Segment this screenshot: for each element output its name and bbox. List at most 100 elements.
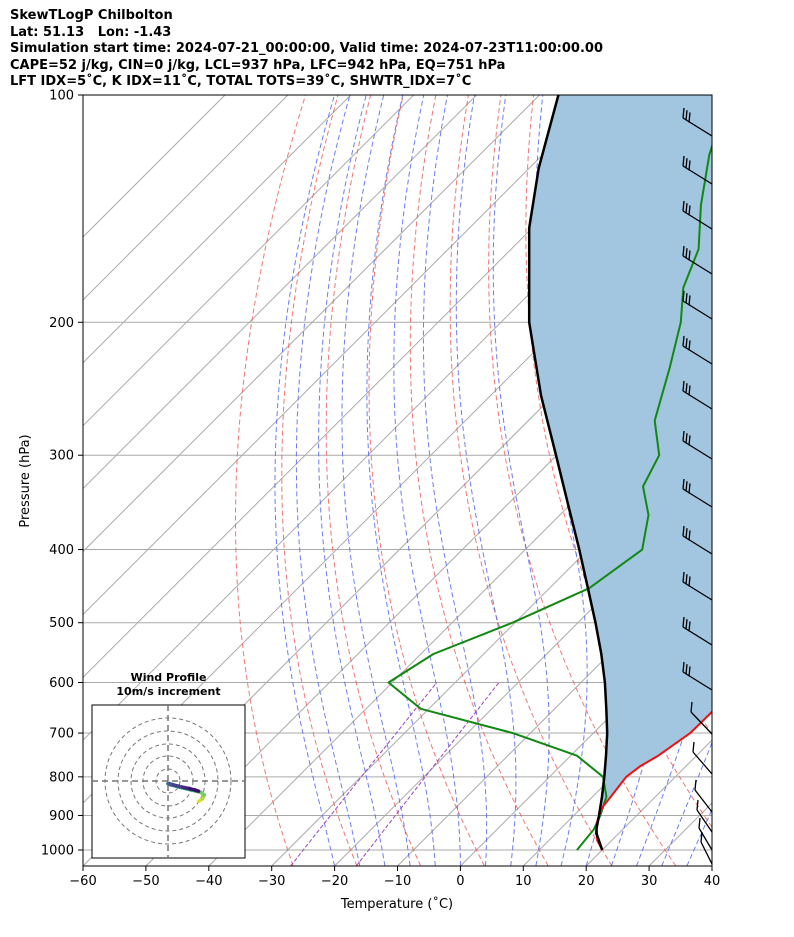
x-tick-label: 30: [641, 874, 658, 889]
wind-barb-flag: [685, 664, 688, 675]
moist-adiabat: [422, 95, 488, 866]
wind-barb-flag: [685, 574, 688, 585]
y-axis-ticks: 100 200 300 400 500 600 700 800 900 1000: [41, 89, 83, 859]
wind-barb-flag: [692, 741, 695, 753]
moist-adiabat: [455, 95, 517, 866]
moist-adiabat: [610, 95, 684, 866]
wind-barb-flag: [682, 478, 685, 490]
wind-barb-flag: [682, 525, 685, 537]
y-tick-label: 500: [49, 616, 74, 631]
wind-barb: [694, 789, 713, 813]
dry-adiabat: [409, 95, 549, 866]
wind-barb-flag: [688, 483, 691, 494]
x-tick-label: −30: [258, 874, 285, 889]
temperature-line: [595, 710, 712, 851]
wind-barb-flag: [685, 248, 688, 259]
isotherm-gridline: [83, 95, 415, 427]
x-tick-label: −20: [321, 874, 348, 889]
wind-barb-flag: [688, 340, 691, 351]
wind-barb-flag: [688, 160, 691, 171]
wind-barb: [690, 711, 713, 735]
isotherm-gridline: [83, 95, 477, 490]
wind-barb-flag: [685, 293, 688, 304]
wind-barb: [682, 300, 713, 320]
wind-barb-flag: [682, 380, 685, 392]
profile-lines: [387, 95, 712, 851]
isotherm-gridline: [83, 95, 289, 301]
wind-barb-flag: [688, 250, 691, 261]
moist-adiabat: [686, 808, 712, 866]
isotherm-gridline: [145, 299, 712, 866]
x-tick-label: 40: [704, 874, 721, 889]
isotherm-gridline: [83, 95, 540, 553]
moist-adiabat: [295, 95, 361, 866]
wind-barb: [682, 535, 713, 555]
wind-barbs: [682, 107, 713, 865]
wind-barb: [682, 165, 713, 185]
y-tick-label: 100: [49, 89, 74, 104]
wind-barb-flag: [682, 155, 685, 167]
wind-barb-flag: [682, 616, 685, 628]
x-tick-label: −50: [132, 874, 159, 889]
location-line: Lat: 51.13 Lon: -1.43: [10, 24, 172, 40]
hodograph-title-line2: 10m/s increment: [116, 685, 221, 698]
wind-barb: [698, 827, 713, 851]
wind-barb: [682, 671, 713, 691]
chart-header: SkewTLogP Chilbolton Lat: 51.13 Lon: -1.…: [10, 8, 603, 91]
isotherm-gridline: [711, 865, 712, 866]
y-axis-label: Pressure (hPa): [18, 434, 33, 527]
wind-barb: [682, 345, 713, 365]
y-tick-label: 300: [49, 449, 74, 464]
dry-adiabat: [368, 95, 485, 866]
moist-adiabat: [318, 95, 386, 866]
x-tick-label: 0: [456, 874, 464, 889]
wind-barb: [682, 210, 713, 230]
moist-adiabat: [274, 95, 336, 866]
hodograph-trace: [193, 788, 201, 793]
wind-barb: [700, 841, 713, 865]
chart-title: SkewTLogP Chilbolton: [10, 8, 173, 23]
wind-barb: [682, 390, 713, 410]
x-tick-label: −10: [384, 874, 411, 889]
wind-barb-flag: [685, 158, 688, 169]
wind-barb-flag: [688, 205, 691, 216]
y-tick-label: 700: [49, 727, 74, 742]
wind-barb-flag: [688, 112, 691, 123]
isotherm-gridline: [83, 95, 352, 364]
wind-barb-flag: [682, 245, 685, 257]
parcel-line: [527, 95, 609, 851]
wind-barb: [682, 440, 713, 460]
moist-adiabat: [393, 95, 461, 866]
mixing-ratio-line: [290, 682, 438, 866]
wind-barb-flag: [685, 203, 688, 214]
dewpoint-line: [387, 142, 712, 851]
x-tick-label: 20: [578, 874, 595, 889]
wind-barb-flag: [682, 430, 685, 442]
moist-adiabat: [492, 95, 550, 866]
hodograph-title-line1: Wind Profile: [130, 671, 207, 684]
wind-barb: [696, 809, 713, 833]
y-tick-label: 600: [49, 676, 74, 691]
wind-barb: [682, 255, 713, 275]
isotherm-gridline: [460, 613, 712, 866]
moist-adiabat: [366, 95, 436, 866]
hodograph-title: Wind Profile 10m/s increment: [92, 671, 245, 699]
wind-barb-flag: [688, 295, 691, 306]
x-tick-label: −40: [195, 874, 222, 889]
time-line: Simulation start time: 2024-07-21_00:00:…: [10, 41, 603, 56]
cape-line: CAPE=52 j/kg, CIN=0 j/kg, LCL=937 hPa, L…: [10, 57, 506, 73]
dry-adiabat: [525, 95, 712, 828]
x-axis-label: Temperature (˚C): [340, 896, 453, 912]
y-tick-label: 900: [49, 809, 74, 824]
moist-adiabat: [341, 95, 411, 866]
wind-barb-flag: [688, 576, 691, 587]
wind-barb-flag: [688, 666, 691, 677]
cape-area: [529, 95, 712, 850]
dry-adiabat: [488, 95, 677, 866]
y-tick-label: 200: [49, 316, 74, 331]
wind-barb-flag: [688, 385, 691, 396]
wind-barb-flag: [685, 338, 688, 349]
indices-line: LFT IDX=5˚C, K IDX=11˚C, TOTAL TOTS=39˚C…: [10, 74, 472, 89]
wind-barb: [682, 117, 713, 137]
